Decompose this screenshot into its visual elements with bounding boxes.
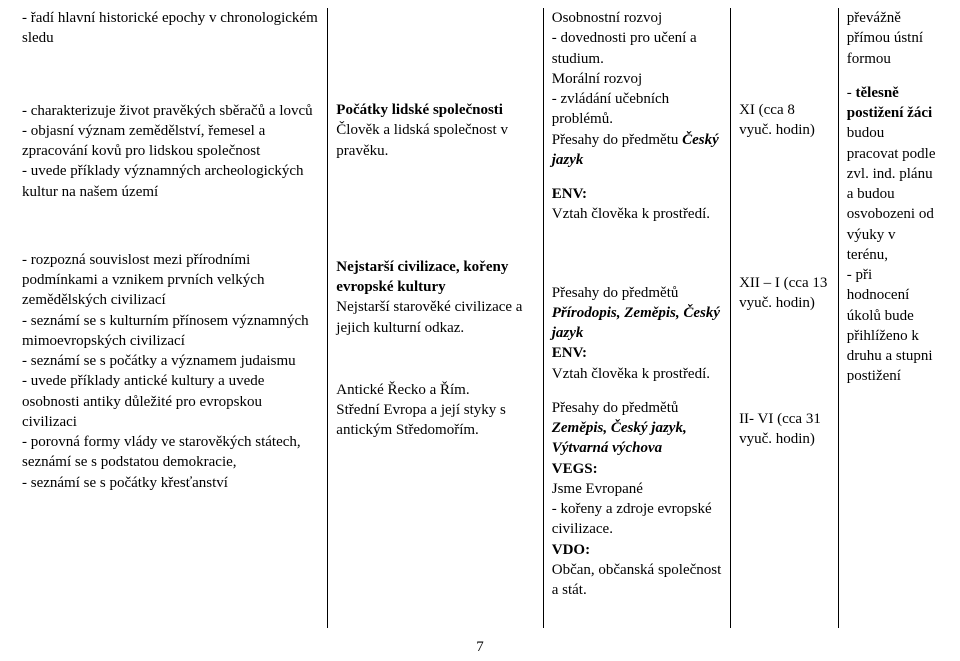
cross-heading: ENV: (552, 184, 722, 204)
spacer (22, 202, 319, 250)
note-run: budou pracovat podle zvl. ind. plánu a b… (847, 125, 936, 263)
col-crosslinks: Osobnostní rozvoj - dovednosti pro učení… (543, 8, 730, 628)
spacer (847, 69, 938, 83)
topic-text: Střední Evropa a její styky s antickým S… (336, 400, 534, 441)
page: - řadí hlavní historické epochy v chrono… (0, 0, 960, 661)
cross-text: - zvládání učebních problémů. (552, 89, 722, 130)
col-notes: převážně přímou ústní formou - tělesně p… (838, 8, 946, 628)
spacer (336, 338, 534, 380)
spacer (22, 49, 319, 101)
subject-list: Zeměpis, Český jazyk, Výtvarná výchova (552, 418, 722, 459)
spacer (739, 141, 830, 273)
outcome-item: - seznámí se s počátky a významem judais… (22, 351, 319, 371)
cross-text: Morální rozvoj (552, 69, 722, 89)
timing-text: XII – I (cca 13 vyuč. hodin) (739, 273, 830, 314)
outcome-item: - rozpozná souvislost mezi přírodními po… (22, 250, 319, 311)
subject-list: Přírodopis, Zeměpis, Český jazyk (552, 303, 722, 344)
cross-heading: VDO: (552, 540, 722, 560)
topic-heading: Nejstarší civilizace, kořeny evropské ku… (336, 257, 534, 298)
note-text: převážně přímou ústní formou (847, 8, 938, 69)
outcome-item: - objasní význam zemědělství, řemesel a … (22, 121, 319, 162)
cross-text: Vztah člověka k prostředí. (552, 364, 722, 384)
cross-text: - kořeny a zdroje evropské civilizace. (552, 499, 722, 540)
timing-text: XI (cca 8 vyuč. hodin) (739, 100, 830, 141)
spacer (336, 161, 534, 257)
spacer (739, 8, 830, 100)
cross-heading: VEGS: (552, 459, 722, 479)
layout-table: - řadí hlavní historické epochy v chrono… (14, 8, 946, 628)
note-text: - při hodnocení úkolů bude přihlíženo k … (847, 265, 938, 387)
note-text: - tělesně postižení žáci budou pracovat … (847, 83, 938, 265)
outcome-item: - řadí hlavní historické epochy v chrono… (22, 8, 319, 49)
spacer (552, 225, 722, 283)
spacer (552, 170, 722, 184)
note-run: - (847, 267, 856, 283)
cross-heading: ENV: (552, 343, 722, 363)
cross-text: Přesahy do předmětů (552, 398, 722, 418)
cross-text: - dovednosti pro učení a studium. (552, 28, 722, 69)
topic-text: Nejstarší starověké civilizace a jejich … (336, 297, 534, 338)
cross-text: Občan, občanská společnost a stát. (552, 560, 722, 601)
outcome-item: - charakterizuje život pravěkých sběračů… (22, 101, 319, 121)
page-number: 7 (0, 637, 960, 657)
cross-text: Přesahy do předmětu Český jazyk (552, 130, 722, 171)
timing-text: II- VI (cca 31 vyuč. hodin) (739, 409, 830, 450)
spacer (739, 313, 830, 409)
cross-text: Vztah člověka k prostředí. (552, 204, 722, 224)
cross-text: Jsme Evropané (552, 479, 722, 499)
outcome-item: - seznámí se s počátky křesťanství (22, 473, 319, 493)
col-curriculum: Počátky lidské společnosti Člověk a lids… (328, 8, 543, 628)
note-bold: tělesně postižení žáci (847, 85, 932, 121)
spacer (336, 8, 534, 100)
outcome-item: - uvede příklady významných archeologick… (22, 161, 319, 202)
topic-text: Antické Řecko a Řím. (336, 380, 534, 400)
outcome-item: - seznámí se s kulturním přínosem význam… (22, 311, 319, 352)
cross-text: Osobnostní rozvoj (552, 8, 722, 28)
spacer (552, 384, 722, 398)
outcome-item: - porovná formy vlády ve starověkých stá… (22, 432, 319, 473)
cross-text-run: Přesahy do předmětu (552, 132, 682, 148)
outcome-item: - uvede příklady antické kultury a uvede… (22, 371, 319, 432)
col-timing: XI (cca 8 vyuč. hodin) XII – I (cca 13 v… (731, 8, 839, 628)
col-outcomes: - řadí hlavní historické epochy v chrono… (14, 8, 328, 628)
note-run: při hodnocení úkolů bude přihlíženo k dr… (847, 267, 933, 384)
topic-heading: Počátky lidské společnosti (336, 100, 534, 120)
topic-text: Člověk a lidská společnost v pravěku. (336, 120, 534, 161)
cross-text: Přesahy do předmětů (552, 283, 722, 303)
note-run: - (847, 85, 856, 101)
